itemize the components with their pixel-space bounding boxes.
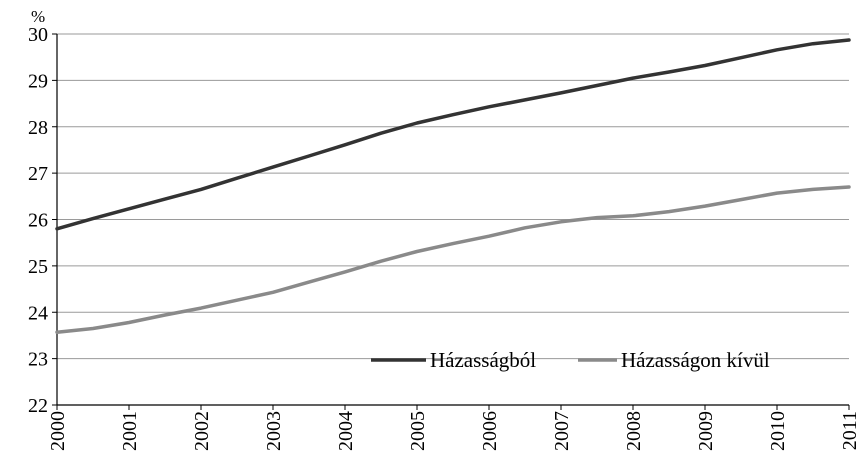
y-axis-unit-label: % [31, 7, 45, 26]
x-tick-label: 2008 [623, 411, 645, 451]
x-axis: 2000 2001 2002 2003 2004 2005 2006 2007 2008 2009… [47, 405, 859, 451]
y-tick-label: 26 [28, 210, 48, 232]
y-tick-label: 22 [28, 395, 48, 417]
series-layer [55, 38, 851, 334]
x-tick-label: 2010 [767, 411, 789, 451]
y-tick-label: 23 [28, 349, 48, 371]
series-line-hazassagbol [55, 38, 851, 231]
x-tick-label: 2009 [695, 411, 717, 451]
y-axis: 22 23 24 25 26 27 28 29 30 [28, 24, 57, 417]
x-tick-label: 2007 [551, 411, 573, 451]
y-tick-label: 28 [28, 117, 48, 139]
y-tick-label: 30 [28, 24, 48, 46]
series-line-hazassagon-kivul [55, 185, 851, 334]
x-tick-label: 2004 [335, 411, 357, 451]
legend-label-hazassagon-kivul: Házasságon kívül [621, 348, 770, 372]
x-tick-label: 2005 [407, 411, 429, 451]
x-tick-label: 2006 [479, 411, 501, 451]
x-tick-label: 2003 [263, 411, 285, 451]
y-tick-label: 27 [28, 163, 48, 185]
x-tick-label: 2002 [191, 411, 213, 451]
gridlines [57, 33, 849, 360]
y-tick-label: 29 [28, 70, 48, 92]
y-tick-label: 25 [28, 256, 48, 278]
legend-label-hazassagbol: Házasságból [430, 348, 536, 372]
legend: Házasságból Házasságon kívül [371, 348, 770, 372]
x-tick-label: 2000 [47, 411, 69, 451]
x-tick-label: 2001 [119, 411, 141, 451]
x-tick-label: 2011 [839, 411, 859, 450]
y-tick-label: 24 [28, 302, 48, 324]
